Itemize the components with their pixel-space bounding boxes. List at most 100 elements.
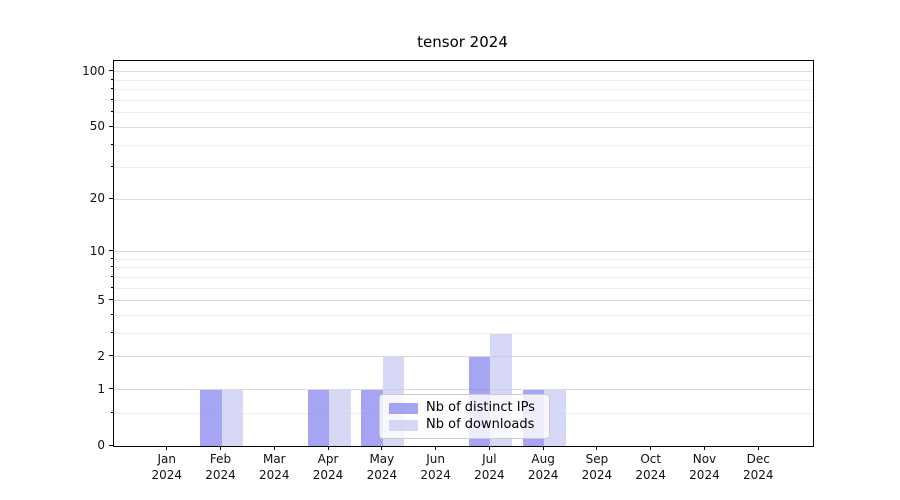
y-minor-tick-mark bbox=[111, 166, 113, 168]
x-tick-month: Feb bbox=[209, 452, 232, 466]
minor-gridline bbox=[114, 287, 813, 289]
legend-label-downloads: Nb of downloads bbox=[426, 417, 535, 432]
chart-title: tensor 2024 bbox=[417, 33, 508, 51]
y-tick-label: 2 bbox=[97, 348, 105, 363]
x-tick-label-sep: Sep 2024 bbox=[567, 451, 627, 483]
x-tick-year: 2024 bbox=[742, 468, 774, 482]
minor-gridline bbox=[114, 167, 813, 169]
plot-area: Nb of distinct IPs Nb of downloads bbox=[113, 60, 814, 447]
y-tick-label: 1 bbox=[97, 381, 105, 396]
x-tick-month: Dec bbox=[746, 452, 770, 466]
minor-gridline bbox=[114, 144, 813, 146]
major-gridline bbox=[114, 198, 813, 200]
legend-swatch-downloads bbox=[389, 419, 418, 431]
y-tick-mark bbox=[109, 355, 113, 357]
x-tick-mark bbox=[166, 446, 168, 450]
y-minor-tick-mark bbox=[111, 266, 113, 268]
x-tick-mark bbox=[488, 446, 490, 450]
x-tick-year: 2024 bbox=[366, 468, 398, 482]
y-minor-tick-mark bbox=[111, 275, 113, 277]
y-tick-mark bbox=[109, 197, 113, 199]
major-gridline bbox=[114, 300, 813, 302]
x-tick-year: 2024 bbox=[259, 468, 290, 482]
major-gridline bbox=[114, 356, 813, 358]
x-tick-mark bbox=[650, 446, 652, 450]
x-tick-label-oct: Oct 2024 bbox=[621, 451, 681, 483]
major-gridline bbox=[114, 251, 813, 253]
minor-gridline bbox=[114, 89, 813, 91]
x-tick-mark bbox=[542, 446, 544, 450]
y-minor-tick-mark bbox=[111, 111, 113, 113]
x-tick-mark bbox=[273, 446, 275, 450]
y-minor-tick-mark bbox=[111, 257, 113, 259]
x-tick-mark bbox=[703, 446, 705, 450]
bar-distinct-ips-apr bbox=[307, 389, 330, 446]
legend-item-downloads: Nb of downloads bbox=[389, 418, 540, 432]
x-tick-mark bbox=[435, 446, 437, 450]
y-tick-mark bbox=[109, 299, 113, 301]
x-tick-year: 2024 bbox=[635, 468, 666, 482]
x-tick-label-jul: Jul 2024 bbox=[459, 451, 519, 483]
x-tick-year: 2024 bbox=[527, 468, 559, 482]
x-tick-month: Apr bbox=[317, 452, 339, 466]
y-tick-label: 20 bbox=[89, 191, 105, 206]
x-tick-month: Jul bbox=[482, 452, 497, 466]
y-tick-mark bbox=[109, 70, 113, 72]
bar-downloads-feb bbox=[221, 389, 244, 446]
x-tick-mark bbox=[220, 446, 222, 450]
x-tick-month: Nov bbox=[692, 452, 717, 466]
legend-label-distinct-ips: Nb of distinct IPs bbox=[426, 400, 535, 415]
y-tick-label: 50 bbox=[89, 119, 105, 134]
minor-gridline bbox=[114, 79, 813, 81]
x-tick-month: Jun bbox=[426, 452, 445, 466]
x-tick-year: 2024 bbox=[420, 468, 451, 482]
x-tick-label-apr: Apr 2024 bbox=[298, 451, 358, 483]
y-tick-mark bbox=[109, 250, 113, 252]
x-tick-label-mar: Mar 2024 bbox=[244, 451, 304, 483]
x-tick-year: 2024 bbox=[474, 468, 505, 482]
minor-gridline bbox=[114, 112, 813, 114]
minor-gridline bbox=[114, 100, 813, 102]
x-tick-mark bbox=[327, 446, 329, 450]
x-tick-mark bbox=[381, 446, 383, 450]
y-minor-tick-mark bbox=[111, 314, 113, 316]
x-tick-year: 2024 bbox=[312, 468, 344, 482]
x-tick-month: Mar bbox=[262, 452, 286, 466]
y-tick-label: 10 bbox=[89, 243, 105, 258]
y-tick-label: 0 bbox=[97, 438, 105, 452]
x-tick-label-nov: Nov 2024 bbox=[674, 451, 734, 483]
y-minor-tick-mark bbox=[111, 411, 113, 413]
minor-gridline bbox=[114, 333, 813, 335]
bar-downloads-apr bbox=[329, 389, 351, 446]
x-tick-year: 2024 bbox=[151, 468, 183, 482]
x-tick-label-dec: Dec 2024 bbox=[728, 451, 788, 483]
legend: Nb of distinct IPs Nb of downloads bbox=[379, 394, 550, 439]
x-tick-year: 2024 bbox=[581, 468, 613, 482]
minor-gridline bbox=[114, 276, 813, 278]
y-minor-tick-mark bbox=[111, 78, 113, 80]
legend-item-distinct-ips: Nb of distinct IPs bbox=[389, 401, 540, 415]
x-tick-year: 2024 bbox=[205, 468, 236, 482]
x-tick-month: Jan bbox=[157, 452, 177, 466]
minor-gridline bbox=[114, 315, 813, 317]
major-gridline bbox=[114, 389, 813, 391]
bar-distinct-ips-feb bbox=[200, 389, 222, 446]
x-tick-label-jun: Jun 2024 bbox=[406, 451, 466, 483]
x-tick-label-may: May 2024 bbox=[352, 451, 412, 483]
x-tick-year: 2024 bbox=[689, 468, 720, 482]
x-tick-label-aug: Aug 2024 bbox=[513, 451, 573, 483]
y-tick-label: 100 bbox=[82, 63, 105, 78]
x-tick-mark bbox=[596, 446, 598, 450]
y-minor-tick-mark bbox=[111, 332, 113, 334]
y-tick-mark bbox=[109, 125, 113, 127]
major-gridline bbox=[114, 126, 813, 128]
legend-swatch-distinct-ips bbox=[389, 402, 418, 414]
y-tick-mark bbox=[109, 388, 113, 390]
y-minor-tick-mark bbox=[111, 286, 113, 288]
minor-gridline bbox=[114, 267, 813, 269]
x-tick-label-feb: Feb 2024 bbox=[191, 451, 251, 483]
y-minor-tick-mark bbox=[111, 99, 113, 101]
bar-distinct-ips-may bbox=[361, 389, 383, 446]
major-gridline bbox=[114, 71, 813, 73]
